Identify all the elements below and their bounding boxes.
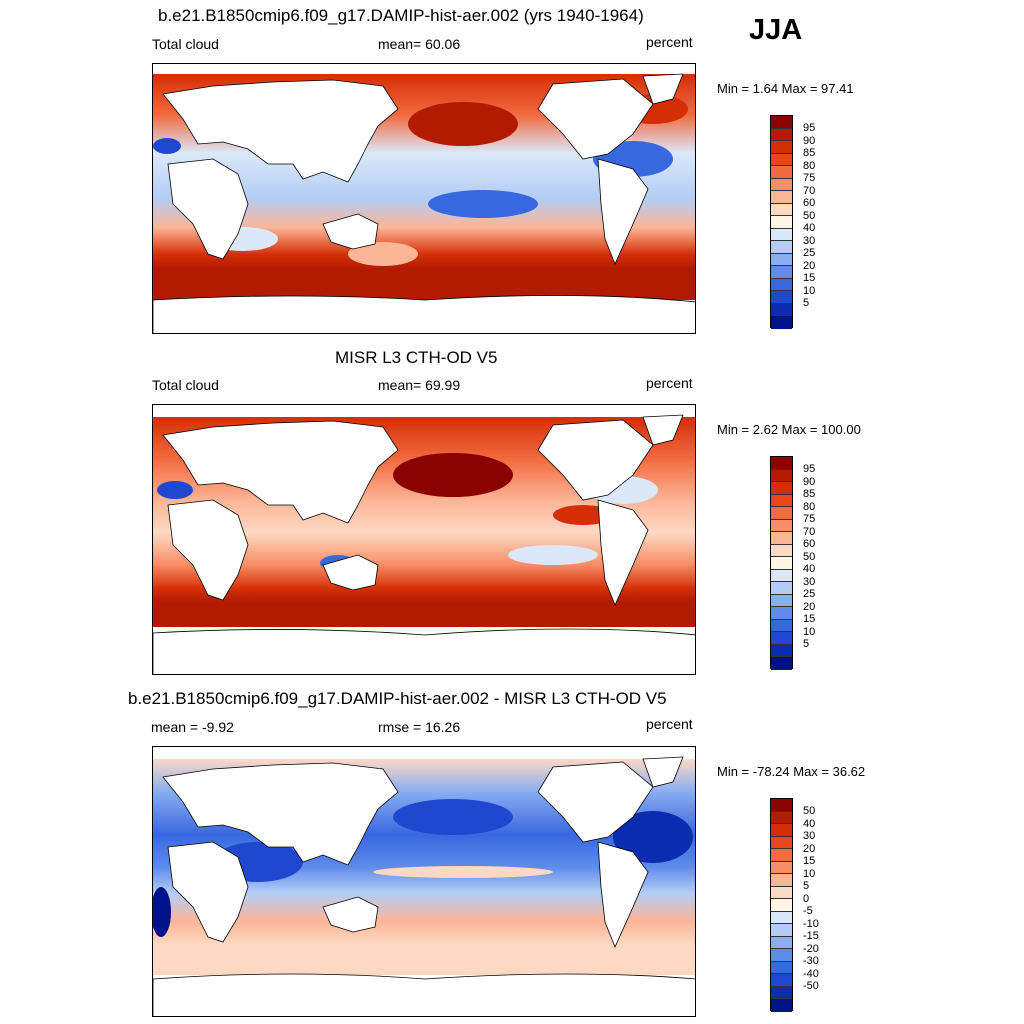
panel-1-colorbar-label: 90 (803, 135, 816, 147)
panel-1-mean-label: mean= 60.06 (378, 36, 461, 52)
panel-2-colorbar-label: 85 (803, 488, 816, 500)
panel-2-colorbar-label: 15 (803, 613, 816, 625)
panel-1-minmax: Min = 1.64 Max = 97.41 (717, 81, 854, 96)
panel-1-colorbar-label: 5 (803, 297, 810, 309)
panel-1-colorbar-label: 20 (803, 260, 816, 272)
panel-2-colorbar-label: 10 (803, 626, 816, 638)
panel-2-colorbar-label: 95 (803, 463, 816, 475)
panel-2-title: MISR L3 CTH-OD V5 (335, 348, 498, 367)
subtropical-pacific-minimum (428, 190, 538, 218)
panel-1-colorbar-label: 25 (803, 247, 816, 259)
panel-1-units-label: percent (646, 34, 693, 50)
panel-2-colorbar-label: 70 (803, 526, 816, 538)
panel-1-variable-label: Total cloud (152, 36, 219, 52)
panel-2-colorbar-label: 30 (803, 576, 816, 588)
panel-1-colorbar-label: 10 (803, 285, 816, 297)
panel-3-colorbar-label: 30 (803, 830, 816, 842)
panel-1-colorbar-label: 70 (803, 185, 816, 197)
panel-1-colorbar (770, 115, 793, 329)
panel-2-colorbar-label: 90 (803, 476, 816, 488)
panel-2-colorbar-label: 60 (803, 538, 816, 550)
panel-3-title: b.e21.B1850cmip6.f09_g17.DAMIP-hist-aer.… (128, 689, 667, 708)
panel-3-rmse-label: rmse = 16.26 (378, 719, 461, 735)
panel-3-colorbar-label: -30 (803, 955, 819, 967)
panel-3-colorbar-label: -5 (803, 905, 813, 917)
panel-3-colorbar-label: -15 (803, 930, 819, 942)
panel-1-colorbar-label: 75 (803, 172, 816, 184)
panel-1-colorbar-label: 80 (803, 160, 816, 172)
panel-1-colorbar-label: 50 (803, 210, 816, 222)
panel-3-colorbar-label: 5 (803, 880, 810, 892)
panel-3-colorbar-label: 10 (803, 868, 816, 880)
panel-1-colorbar-label: 60 (803, 197, 816, 209)
panel-1-colorbar-label: 95 (803, 122, 816, 134)
panel-2-units-label: percent (646, 375, 693, 391)
panel-3-units-label: percent (646, 716, 693, 732)
panel-1-map (152, 63, 696, 334)
panel-1-land (153, 73, 695, 333)
panel-3-colorbar-label: 40 (803, 818, 816, 830)
panel-1-title: b.e21.B1850cmip6.f09_g17.DAMIP-hist-aer.… (158, 6, 644, 25)
panel-2-map (152, 404, 696, 675)
panel-3-land (153, 756, 695, 1016)
panel-2-minmax: Min = 2.62 Max = 100.00 (717, 422, 861, 437)
panel-3-colorbar (770, 798, 793, 1012)
season-label: JJA (749, 14, 803, 46)
panel-3-colorbar-label: 0 (803, 893, 810, 905)
panel-3-colorbar-label: 50 (803, 805, 816, 817)
panel-3-colorbar-label: -40 (803, 968, 819, 980)
panel-3-colorbar-label: -20 (803, 943, 819, 955)
panel-3-colorbar-label: -10 (803, 918, 819, 930)
panel-2-variable-label: Total cloud (152, 377, 219, 393)
panel-3-colorbar-label: -50 (803, 980, 819, 992)
panel-2-colorbar-label: 25 (803, 588, 816, 600)
panel-1-colorbar-label: 85 (803, 147, 816, 159)
panel-2-colorbar-label: 80 (803, 501, 816, 513)
panel-2-colorbar-label: 20 (803, 601, 816, 613)
panel-3-colorbar-label: 15 (803, 855, 816, 867)
panel-2-mean-label: mean= 69.99 (378, 377, 461, 393)
panel-1-colorbar-label: 30 (803, 235, 816, 247)
panel-3-minmax: Min = -78.24 Max = 36.62 (717, 764, 866, 779)
panel-2-colorbar-label: 40 (803, 563, 816, 575)
panel-3-map (152, 746, 696, 1017)
north-pacific-cloud-max (408, 102, 518, 146)
panel-2-land (153, 414, 695, 674)
panel-2-colorbar-label: 50 (803, 551, 816, 563)
panel-2-colorbar-label: 75 (803, 513, 816, 525)
panel-2-colorbar (770, 456, 793, 670)
panel-3-colorbar-label: 20 (803, 843, 816, 855)
panel-1-colorbar-label: 15 (803, 272, 816, 284)
panel-2-colorbar-label: 5 (803, 638, 810, 650)
panel-1-colorbar-label: 40 (803, 222, 816, 234)
panel-3-mean-label: mean = -9.92 (151, 719, 234, 735)
